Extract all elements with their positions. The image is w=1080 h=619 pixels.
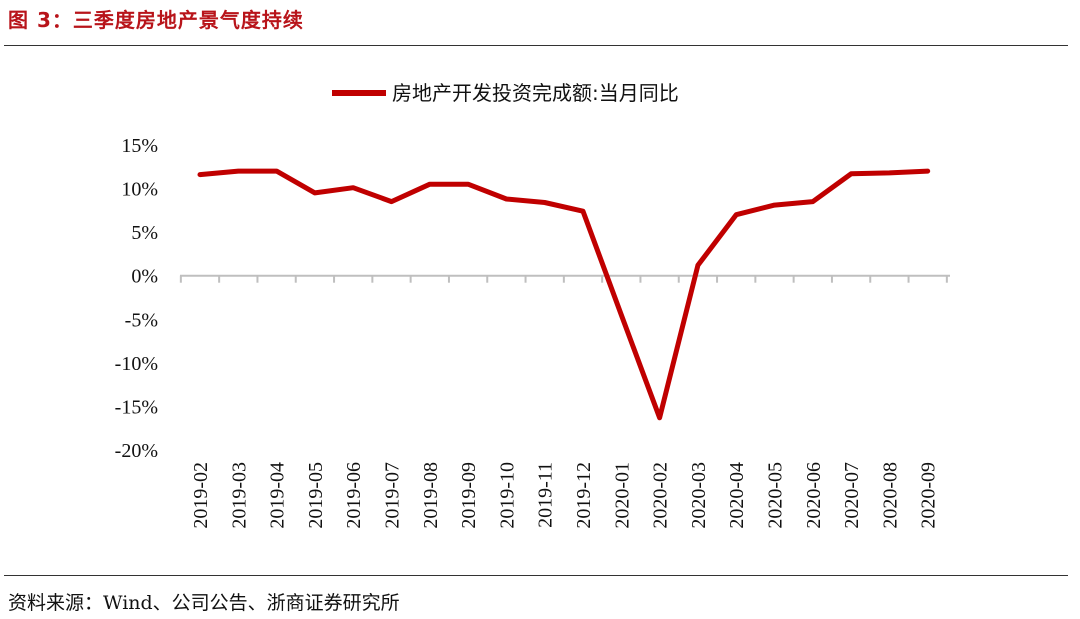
y-tick-label: -20%	[115, 440, 158, 462]
x-tick-label: 2019-07	[382, 462, 404, 529]
x-tick-label: 2019-11	[535, 462, 557, 528]
x-tick-label: 2020-04	[726, 462, 748, 529]
bottom-rule	[4, 575, 1068, 576]
x-tick-label: 2019-10	[496, 462, 518, 529]
plot-area	[197, 168, 931, 421]
x-tick-label: 2019-03	[228, 462, 250, 529]
x-tick-label: 2019-08	[420, 462, 442, 529]
x-tick-label: 2020-09	[918, 462, 940, 529]
x-tick-label: 2019-12	[573, 462, 595, 529]
y-axis: 15% 10% 5% 0% -5% -10% -15% -20%	[115, 135, 158, 462]
legend: 房地产开发投资完成额:当月同比	[332, 81, 679, 105]
x-tick-label: 2020-03	[688, 462, 710, 529]
x-tick-label: 2020-08	[879, 462, 901, 529]
x-tick-label: 2020-01	[611, 462, 633, 529]
figure-title: 图 3：三季度房地产景气度持续	[8, 8, 304, 32]
x-tick-label: 2019-05	[305, 462, 327, 529]
y-tick-label: 10%	[121, 179, 158, 201]
y-tick-label: -10%	[115, 353, 158, 375]
series-line	[197, 168, 931, 421]
y-tick-label: 5%	[131, 222, 158, 244]
x-tick-label: 2020-07	[841, 462, 863, 529]
y-tick-label: 15%	[121, 135, 158, 157]
source-note: 资料来源：Wind、公司公告、浙商证券研究所	[8, 592, 400, 614]
x-tick-label: 2019-02	[190, 462, 212, 529]
x-tick-label: 2020-05	[765, 462, 787, 529]
legend-label: 房地产开发投资完成额:当月同比	[392, 81, 679, 105]
y-tick-label: -15%	[115, 396, 158, 418]
x-tick-label: 2019-06	[343, 462, 365, 529]
x-tick-label: 2020-06	[803, 462, 825, 529]
x-tick-label: 2019-04	[267, 462, 289, 529]
x-axis: 2019-02 2019-03 2019-04 2019-05 2019-06 2019-…	[179, 274, 950, 529]
y-tick-label: -5%	[125, 309, 158, 331]
x-tick-label: 2019-09	[458, 462, 480, 529]
top-rule	[4, 45, 1068, 46]
y-tick-label: 0%	[131, 266, 158, 288]
x-tick-label: 2020-02	[650, 462, 672, 529]
